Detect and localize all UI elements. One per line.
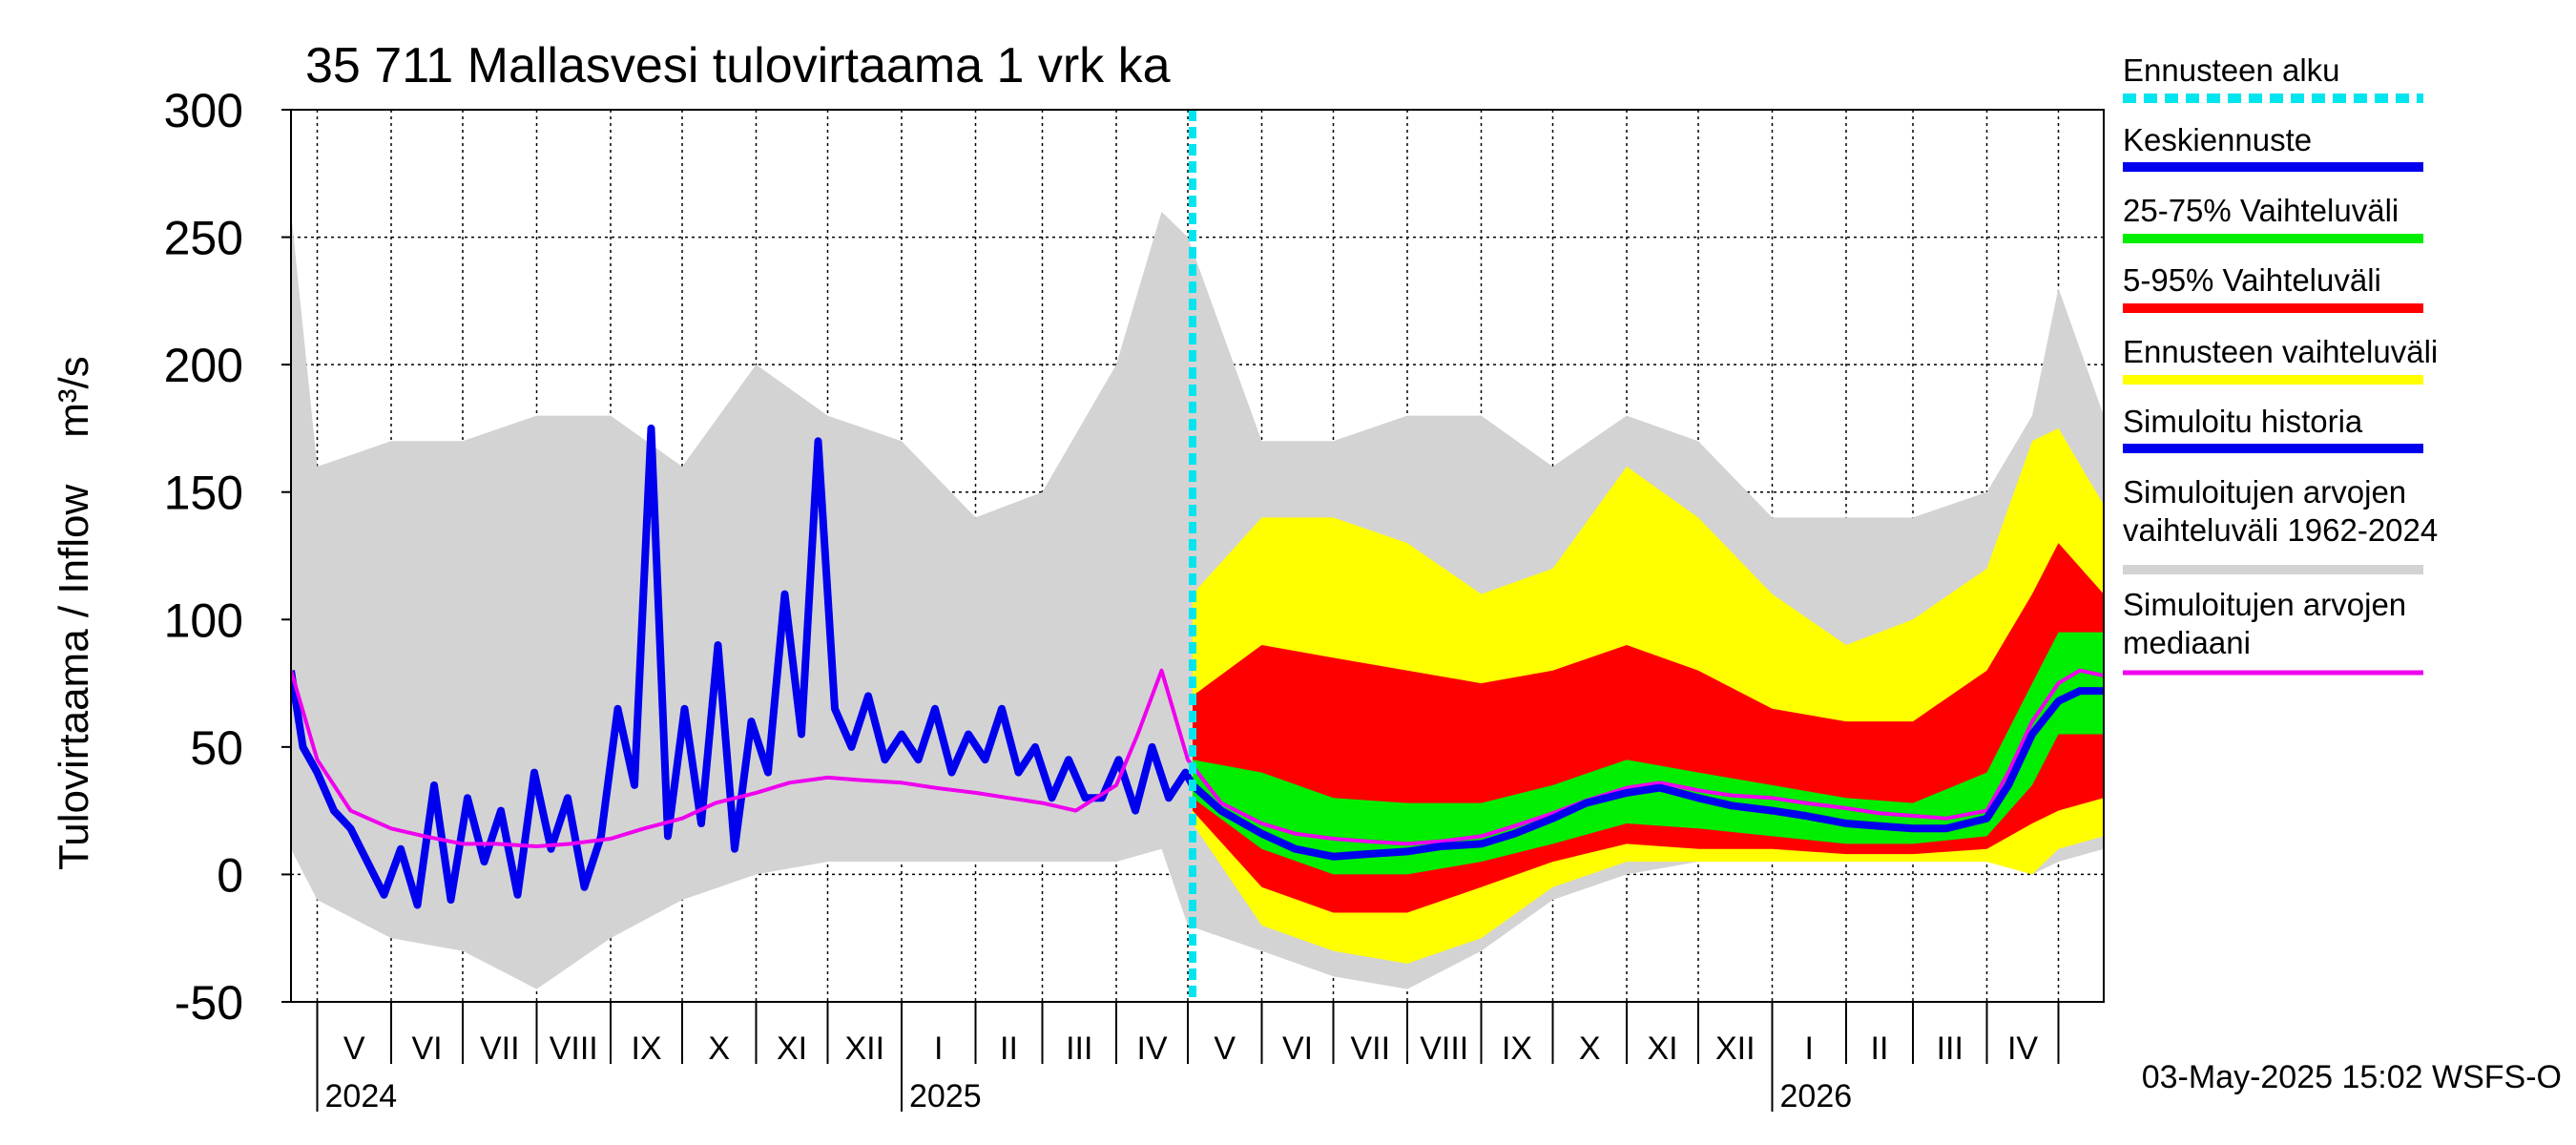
y-tick-label: 250	[164, 212, 243, 265]
legend: Ennusteen alku Keskiennuste 25-75% Vaihtel…	[2123, 52, 2438, 676]
month-label: VII	[480, 1030, 520, 1067]
month-label: VI	[1282, 1030, 1313, 1067]
series-keskiennuste	[1190, 687, 2104, 861]
y-axis: -50 0 50 100 150 200 250 300	[164, 84, 291, 1030]
month-label: X	[708, 1030, 730, 1067]
year-label: 2024	[325, 1078, 398, 1114]
month-label: V	[1214, 1030, 1236, 1067]
y-tick-label: 200	[164, 339, 243, 392]
x-axis: V VI VII VIII IX X XI XII I II III IV V VI VII VIII IX X X…	[316, 1002, 2060, 1114]
month-label: I	[1805, 1030, 1814, 1067]
month-label: VIII	[550, 1030, 598, 1067]
legend-label: 5-95% Vaihteluväli	[2123, 262, 2381, 298]
month-label: VI	[411, 1030, 442, 1067]
legend-label: Simuloitujen arvojen	[2123, 587, 2406, 622]
month-label: III	[1066, 1030, 1092, 1067]
plot-frame	[290, 109, 2105, 1003]
year-label: 2026	[1780, 1078, 1853, 1114]
month-label: XI	[777, 1030, 807, 1067]
y-tick-label: 50	[190, 721, 243, 775]
legend-label: Ennusteen alku	[2123, 52, 2340, 88]
y-axis-label: Tulovirtaama / Inflow m³/s	[51, 356, 97, 870]
chart-title: 35 711 Mallasvesi tulovirtaama 1 vrk ka	[305, 38, 1171, 94]
legend-label: mediaani	[2123, 625, 2251, 660]
month-label: XI	[1647, 1030, 1677, 1067]
month-label: X	[1579, 1030, 1601, 1067]
month-label: VIII	[1420, 1030, 1468, 1067]
month-label: IV	[1136, 1030, 1167, 1067]
legend-label: Ennusteen vaihteluväli	[2123, 334, 2438, 369]
y-tick-label: 300	[164, 84, 243, 137]
month-label: IV	[2007, 1030, 2038, 1067]
year-label: 2025	[909, 1078, 982, 1114]
legend-label: vaihteluväli 1962-2024	[2123, 512, 2438, 548]
legend-label: Simuloitu historia	[2123, 404, 2363, 439]
month-label: XII	[844, 1030, 884, 1067]
y-tick-label: 0	[217, 848, 243, 902]
month-label: IX	[1502, 1030, 1532, 1067]
lines-layer	[291, 110, 2104, 1002]
legend-label: 25-75% Vaihteluväli	[2123, 193, 2399, 228]
y-tick-label: 150	[164, 467, 243, 520]
legend-label: Simuloitujen arvojen	[2123, 474, 2406, 510]
y-tick-label: -50	[175, 976, 243, 1030]
month-label: IX	[631, 1030, 661, 1067]
footer-timestamp: 03-May-2025 15:02 WSFS-O	[2142, 1059, 2562, 1095]
month-label: II	[1871, 1030, 1889, 1067]
series-simuloitu-historia	[291, 424, 1196, 909]
month-label: II	[1000, 1030, 1018, 1067]
series-simuloitujen-arvojen-mediaani	[291, 668, 2104, 848]
month-label: I	[934, 1030, 943, 1067]
month-label: VII	[1350, 1030, 1390, 1067]
y-tick-label: 100	[164, 593, 243, 647]
month-label: III	[1937, 1030, 1963, 1067]
month-label: XII	[1715, 1030, 1755, 1067]
month-label: V	[343, 1030, 365, 1067]
legend-label: Keskiennuste	[2123, 122, 2312, 157]
